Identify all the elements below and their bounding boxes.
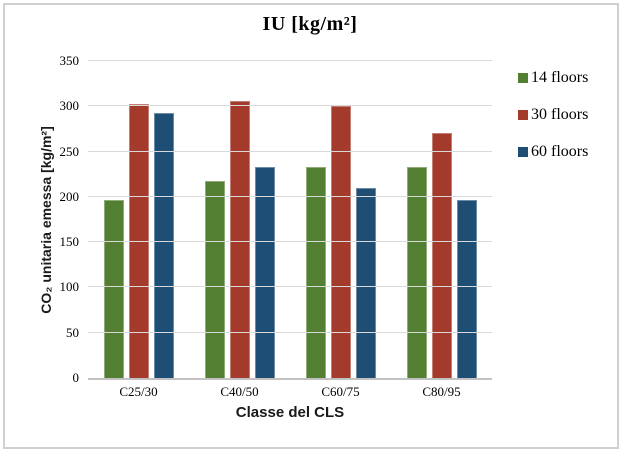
bar <box>406 166 427 378</box>
legend-label: 60 floors <box>531 143 589 160</box>
y-tick-label: 200 <box>59 188 80 204</box>
chart-title: IU [kg/m²] <box>262 13 358 35</box>
gridline <box>88 195 492 197</box>
bar <box>355 187 376 378</box>
gridline <box>88 286 492 288</box>
bar-group <box>189 61 290 378</box>
bar-group <box>88 61 189 378</box>
x-tick-label: C40/50 <box>220 384 259 399</box>
x-tick-label: C60/75 <box>321 384 360 399</box>
gridline <box>88 331 492 333</box>
y-tick-label: 350 <box>59 53 80 68</box>
legend-swatch <box>518 72 528 83</box>
legend: 14 floors 30 floors 60 floors <box>518 69 588 180</box>
gridline <box>88 105 492 107</box>
gridline <box>88 60 492 61</box>
bar <box>305 166 326 378</box>
bar <box>204 181 225 378</box>
bar <box>431 132 452 378</box>
bar <box>229 100 250 378</box>
x-tick-label: C25/30 <box>119 384 158 399</box>
x-axis-title: Classe del CLS <box>235 404 345 421</box>
y-tick-label: 50 <box>66 324 79 340</box>
bar-groups-container <box>88 61 492 378</box>
legend-swatch <box>518 109 528 120</box>
legend-item: 60 floors <box>518 143 588 160</box>
x-tick-label: C80/95 <box>422 384 461 399</box>
bar <box>456 200 477 378</box>
y-tick-label: 0 <box>72 370 80 385</box>
bar <box>103 199 124 378</box>
legend-item: 14 floors <box>518 69 588 86</box>
y-tick-label: 100 <box>59 279 80 295</box>
plot-area: 0 50 100 150 200 250 300 350 <box>60 54 492 384</box>
legend-label: 30 floors <box>531 106 589 123</box>
legend-swatch <box>518 146 528 157</box>
bar-group <box>290 61 391 378</box>
legend-label: 14 floors <box>531 69 589 86</box>
y-axis-title: CO₂ unitaria emessa [kg/m²] <box>38 126 54 314</box>
y-tick-label: 150 <box>59 234 80 250</box>
gridline <box>88 241 492 243</box>
y-tick-label: 300 <box>59 98 80 114</box>
legend-item: 30 floors <box>518 106 588 123</box>
bar <box>254 166 275 378</box>
bar-group <box>391 61 492 378</box>
bar <box>153 112 174 378</box>
gridline <box>88 150 492 152</box>
y-tick-label: 250 <box>59 143 80 159</box>
x-axis-ticks: C25/30 C40/50 C60/75 C80/95 <box>88 384 492 400</box>
